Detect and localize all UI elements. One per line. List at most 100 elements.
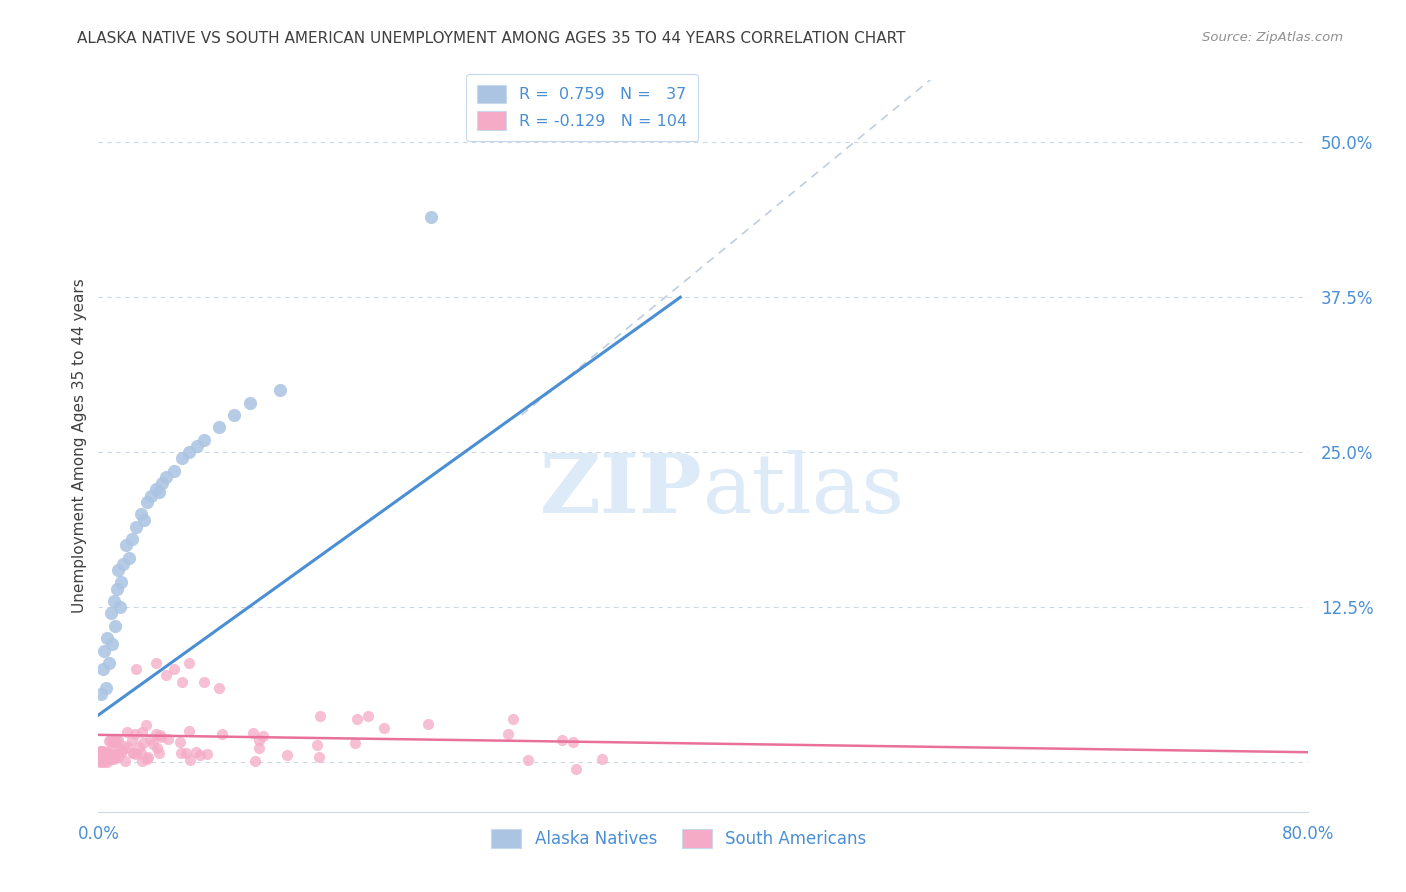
Point xyxy=(170,451,193,466)
Point xyxy=(96,745,118,759)
Point xyxy=(104,749,127,764)
Point xyxy=(105,731,128,746)
Point xyxy=(94,746,117,760)
Point xyxy=(145,727,167,741)
Point xyxy=(107,563,129,577)
Point xyxy=(114,538,136,552)
Point xyxy=(89,751,111,765)
Point xyxy=(89,747,111,762)
Point xyxy=(136,752,159,766)
Text: Source: ZipAtlas.com: Source: ZipAtlas.com xyxy=(1202,31,1343,45)
Point xyxy=(224,408,246,422)
Point xyxy=(115,725,138,739)
Point xyxy=(107,749,129,764)
Point xyxy=(179,753,201,767)
Point xyxy=(163,464,186,478)
Point xyxy=(93,755,115,769)
Point xyxy=(247,732,270,747)
Point xyxy=(89,755,111,769)
Point xyxy=(131,747,153,761)
Point xyxy=(564,762,586,776)
Point xyxy=(416,717,439,731)
Point xyxy=(131,725,153,739)
Point xyxy=(98,656,121,670)
Point xyxy=(118,550,141,565)
Point xyxy=(98,747,121,762)
Y-axis label: Unemployment Among Ages 35 to 44 years: Unemployment Among Ages 35 to 44 years xyxy=(72,278,87,614)
Point xyxy=(104,619,127,633)
Point xyxy=(135,718,157,732)
Point xyxy=(96,747,118,761)
Point xyxy=(591,751,613,765)
Point xyxy=(129,507,152,521)
Point xyxy=(122,747,145,761)
Point xyxy=(91,662,114,676)
Point xyxy=(357,709,380,723)
Point xyxy=(208,420,231,434)
Point xyxy=(193,433,215,447)
Point xyxy=(135,495,157,509)
Point xyxy=(155,470,177,484)
Point xyxy=(124,727,146,741)
Point xyxy=(90,744,112,758)
Point xyxy=(269,383,291,397)
Point xyxy=(308,708,330,723)
Point xyxy=(104,735,127,749)
Point xyxy=(502,712,524,726)
Point xyxy=(89,754,111,768)
Point xyxy=(97,750,120,764)
Point xyxy=(101,735,124,749)
Point xyxy=(141,489,163,503)
Point xyxy=(177,724,200,739)
Text: ALASKA NATIVE VS SOUTH AMERICAN UNEMPLOYMENT AMONG AGES 35 TO 44 YEARS CORRELATI: ALASKA NATIVE VS SOUTH AMERICAN UNEMPLOY… xyxy=(77,31,905,46)
Point xyxy=(193,674,215,689)
Text: ZIP: ZIP xyxy=(540,450,703,530)
Point xyxy=(91,745,114,759)
Point xyxy=(188,747,211,762)
Point xyxy=(89,753,111,767)
Point xyxy=(496,726,519,740)
Point xyxy=(157,731,180,746)
Point xyxy=(150,730,173,744)
Point xyxy=(174,746,197,760)
Point xyxy=(155,668,177,682)
Point xyxy=(169,735,191,749)
Point xyxy=(101,747,124,761)
Point xyxy=(111,744,134,758)
Point xyxy=(170,674,193,689)
Point xyxy=(87,751,110,765)
Point xyxy=(100,741,122,756)
Point xyxy=(132,513,155,527)
Point xyxy=(110,742,132,756)
Point xyxy=(110,745,132,759)
Point xyxy=(163,662,186,676)
Point xyxy=(94,749,117,764)
Point xyxy=(211,727,233,741)
Point xyxy=(208,681,231,695)
Point xyxy=(420,210,443,224)
Legend: Alaska Natives, South Americans: Alaska Natives, South Americans xyxy=(485,822,873,855)
Text: atlas: atlas xyxy=(703,450,905,530)
Point xyxy=(131,754,153,768)
Point xyxy=(562,734,585,748)
Point xyxy=(184,745,207,759)
Point xyxy=(346,712,368,726)
Point xyxy=(252,730,274,744)
Point xyxy=(122,746,145,760)
Point xyxy=(108,600,131,615)
Point xyxy=(145,483,167,497)
Point xyxy=(373,721,395,735)
Point xyxy=(307,738,329,752)
Point xyxy=(128,739,150,754)
Point xyxy=(105,582,128,596)
Point xyxy=(90,743,112,757)
Point xyxy=(117,739,139,754)
Point xyxy=(239,395,262,409)
Point xyxy=(103,752,125,766)
Point xyxy=(517,752,540,766)
Point xyxy=(132,736,155,750)
Point xyxy=(125,519,148,533)
Point xyxy=(121,733,143,747)
Point xyxy=(276,748,298,763)
Point xyxy=(90,687,112,701)
